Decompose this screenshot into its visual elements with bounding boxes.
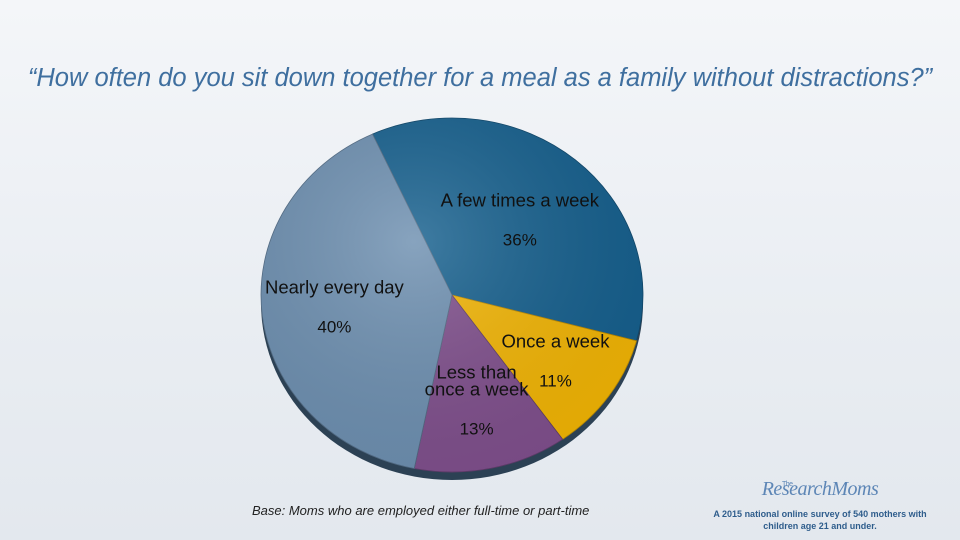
- slice-label-group: Once a week 11%: [502, 331, 611, 391]
- slice-label: Nearly every day: [265, 277, 405, 298]
- slice-label-group: Nearly every day 40%: [265, 277, 405, 337]
- slice-label: once a week: [425, 378, 530, 399]
- logo-text: ResearchMoms: [761, 478, 879, 500]
- slice-label: Less than: [436, 361, 516, 382]
- slice-value-label: 11%: [539, 372, 572, 391]
- logo-small-text: The: [782, 481, 793, 488]
- slice-label-group: A few times a week 36%: [441, 190, 600, 250]
- slice-value-label: 13%: [460, 419, 494, 438]
- research-moms-logo: The ResearchMoms A 2015 national online …: [700, 478, 940, 532]
- slice-label: Once a week: [502, 331, 611, 352]
- survey-note: A 2015 national online survey of 540 mot…: [713, 509, 927, 531]
- pie-labels: A few times a week 36% Once a week 11% Less …: [265, 190, 610, 439]
- logo-wordmark: The ResearchMoms: [750, 478, 890, 500]
- slice-value-label: 36%: [503, 231, 537, 250]
- slice-label: A few times a week: [441, 190, 600, 211]
- base-note: Base: Moms who are employed either full-…: [252, 503, 590, 518]
- slice-value-label: 40%: [317, 318, 351, 337]
- chart-title: “How often do you sit down together for …: [27, 64, 933, 92]
